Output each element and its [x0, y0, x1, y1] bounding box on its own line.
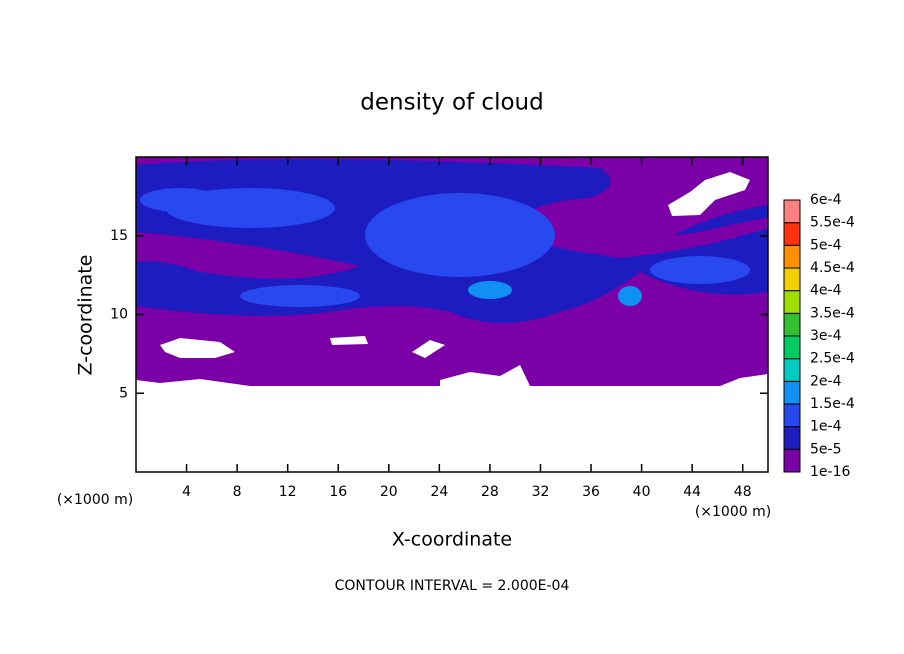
x-tick-label: 48 — [734, 484, 752, 500]
colorbar-box — [783, 448, 801, 473]
colorbar-box — [783, 403, 801, 428]
x-tick-label: 8 — [233, 484, 242, 500]
x-tick-label: 28 — [481, 484, 499, 500]
colorbar-label: 4.5e-4 — [810, 260, 855, 276]
x-tick-label: 40 — [633, 484, 651, 500]
colorbar-label: 5.5e-4 — [810, 215, 855, 231]
colorbar-box — [783, 199, 801, 224]
colorbar-label: 2.5e-4 — [810, 351, 855, 367]
y-unit-label: (×1000 m) — [57, 492, 133, 508]
colorbar-box — [783, 380, 801, 405]
colorbar-box — [783, 312, 801, 337]
y-tick-label: 15 — [110, 228, 128, 244]
colorbar-label: 1e-4 — [810, 419, 842, 435]
colorbar-label: 3.5e-4 — [810, 305, 855, 321]
colorbar-label: 1.5e-4 — [810, 396, 855, 412]
y-tick-label: 10 — [110, 307, 128, 323]
colorbar-label: 2e-4 — [810, 373, 842, 389]
x-tick-label: 4 — [182, 484, 191, 500]
x-tick-label: 16 — [329, 484, 347, 500]
colorbar-label: 6e-4 — [810, 192, 842, 208]
x-tick-label: 44 — [683, 484, 701, 500]
x-axis-label: X-coordinate — [392, 529, 512, 551]
y-tick-label: 5 — [119, 385, 128, 401]
y-axis-label: Z-coordinate — [75, 255, 97, 376]
colorbar-box — [783, 222, 801, 246]
x-unit-label: (×1000 m) — [695, 504, 771, 520]
colorbar-box — [783, 426, 801, 450]
x-tick-label: 12 — [279, 484, 297, 500]
colorbar-label: 3e-4 — [810, 328, 842, 344]
x-tick-label: 20 — [380, 484, 398, 500]
colorbar-label: 5e-5 — [810, 441, 841, 457]
contour-field — [136, 157, 768, 386]
x-tick-label: 24 — [430, 484, 448, 500]
colorbar-label: 4e-4 — [810, 283, 842, 299]
chart-title: density of cloud — [360, 90, 543, 116]
colorbar-box — [783, 267, 801, 292]
colorbar-label: 5e-4 — [810, 237, 842, 253]
x-tick-label: 32 — [532, 484, 550, 500]
colorbar-label: 1e-16 — [810, 464, 850, 480]
contour-note: CONTOUR INTERVAL = 2.000E-04 — [335, 578, 570, 594]
colorbar-box — [783, 358, 801, 382]
colorbar-box — [783, 290, 801, 314]
x-tick-label: 36 — [582, 484, 600, 500]
colorbar-box — [783, 335, 801, 360]
colorbar-box — [783, 244, 801, 269]
